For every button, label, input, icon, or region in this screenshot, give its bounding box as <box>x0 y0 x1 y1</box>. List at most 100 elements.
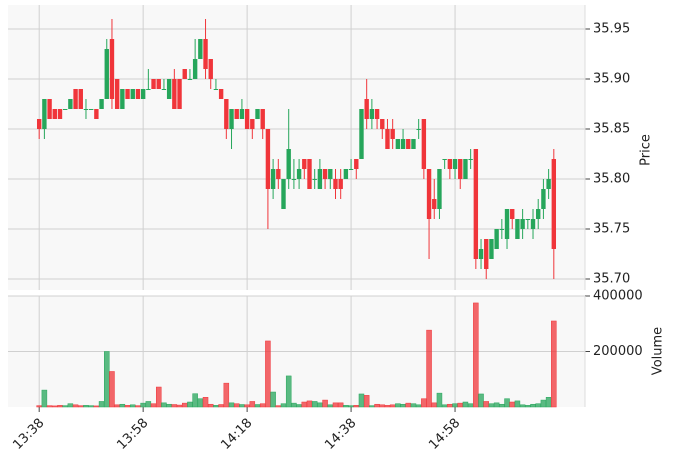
x-tick-label: 13:58 <box>114 416 151 453</box>
candle-body <box>463 159 468 179</box>
candle-body <box>390 129 395 139</box>
volume-bar <box>436 392 443 408</box>
candle-body <box>182 69 187 79</box>
volume-bar <box>187 401 193 408</box>
candle-body <box>369 109 375 119</box>
candle-body <box>510 209 515 219</box>
candle-body <box>286 149 291 179</box>
volume-bar <box>202 397 209 408</box>
candle-body <box>328 169 333 179</box>
candle-body <box>281 179 286 209</box>
candle-body <box>317 169 323 189</box>
volume-bar <box>244 404 250 408</box>
candle-body <box>468 159 473 160</box>
candle-body <box>338 179 343 189</box>
volume-bar <box>218 404 224 408</box>
volume-bar <box>270 391 276 408</box>
volume-bar <box>431 402 438 408</box>
candle-body <box>177 79 182 109</box>
candle-body <box>57 109 63 119</box>
volume-bar <box>374 403 380 408</box>
volume-bar <box>358 393 365 408</box>
candle-body <box>458 159 463 179</box>
candle-body <box>239 109 245 119</box>
volume-bar <box>483 401 489 408</box>
candle-body <box>146 89 151 90</box>
candle-body <box>380 119 385 129</box>
candle-body <box>125 89 130 99</box>
candle-body <box>312 179 317 180</box>
volume-bar <box>176 404 183 408</box>
candle-body <box>73 89 78 109</box>
volume-bar <box>213 405 219 408</box>
candle-body <box>343 169 349 179</box>
volume-bar <box>228 402 235 408</box>
candle-body <box>307 159 312 189</box>
candle-body <box>68 99 73 109</box>
volume-bar <box>447 403 453 408</box>
volume-bar <box>119 403 126 408</box>
candle-body <box>135 89 141 99</box>
candle-body <box>83 109 89 110</box>
volume-bar <box>514 400 521 408</box>
candle-body <box>426 169 432 219</box>
volume-bar <box>275 405 282 408</box>
candle-body <box>447 159 453 169</box>
candle-body <box>478 249 484 259</box>
volume-bar <box>166 403 172 408</box>
volume-bar <box>233 403 240 408</box>
volume-bar <box>348 405 354 408</box>
volume-bar <box>150 403 157 408</box>
candle-body <box>452 159 458 169</box>
volume-bar <box>311 401 318 408</box>
candle-body <box>109 39 115 99</box>
volume-bar <box>395 403 401 408</box>
volume-bar <box>197 398 204 408</box>
candle-body <box>166 79 172 99</box>
volume-bar <box>52 405 58 408</box>
volume-bar <box>280 403 287 408</box>
candle-body <box>546 179 551 189</box>
candle-body <box>192 59 198 79</box>
candle-body <box>499 229 505 230</box>
candle-body <box>94 109 99 119</box>
volume-bar <box>306 400 313 408</box>
volume-bar <box>467 403 474 408</box>
volume-bar <box>400 403 406 408</box>
y-tick-label: 35.90 <box>593 72 630 87</box>
candle-body <box>364 99 369 119</box>
volume-bar <box>171 404 178 408</box>
volume-bar <box>478 393 484 408</box>
volume-bar <box>93 405 100 408</box>
y-tick-label: 35.85 <box>593 122 630 137</box>
candle-body <box>42 99 47 129</box>
volume-bar <box>83 405 89 408</box>
volume-bar <box>130 404 136 408</box>
volume-bar <box>519 404 526 408</box>
candle-body <box>385 129 390 149</box>
candle-body <box>354 159 359 169</box>
candle-body <box>151 79 156 89</box>
volume-bar <box>551 320 557 408</box>
volume-bar <box>135 405 141 408</box>
volume-bar <box>462 401 469 408</box>
volume-bar <box>78 405 84 408</box>
volume-bar <box>192 393 198 408</box>
candle-body <box>348 169 354 170</box>
x-tick-label: 13:38 <box>10 416 47 453</box>
candle-body <box>270 169 276 189</box>
candle-body <box>322 169 328 179</box>
candle-body <box>276 169 281 179</box>
candle-body <box>187 79 193 80</box>
x-tick-label: 14:58 <box>426 416 463 453</box>
candle-body <box>156 79 161 89</box>
volume-bar <box>379 404 386 408</box>
volume-bar <box>46 405 53 408</box>
volume-bar <box>384 405 391 408</box>
volume-bar <box>301 401 308 408</box>
volume-bar <box>530 403 536 408</box>
volume-bar <box>317 402 323 408</box>
candle-body <box>489 239 494 259</box>
volume-bar <box>88 405 94 408</box>
volume-bar <box>114 404 120 408</box>
